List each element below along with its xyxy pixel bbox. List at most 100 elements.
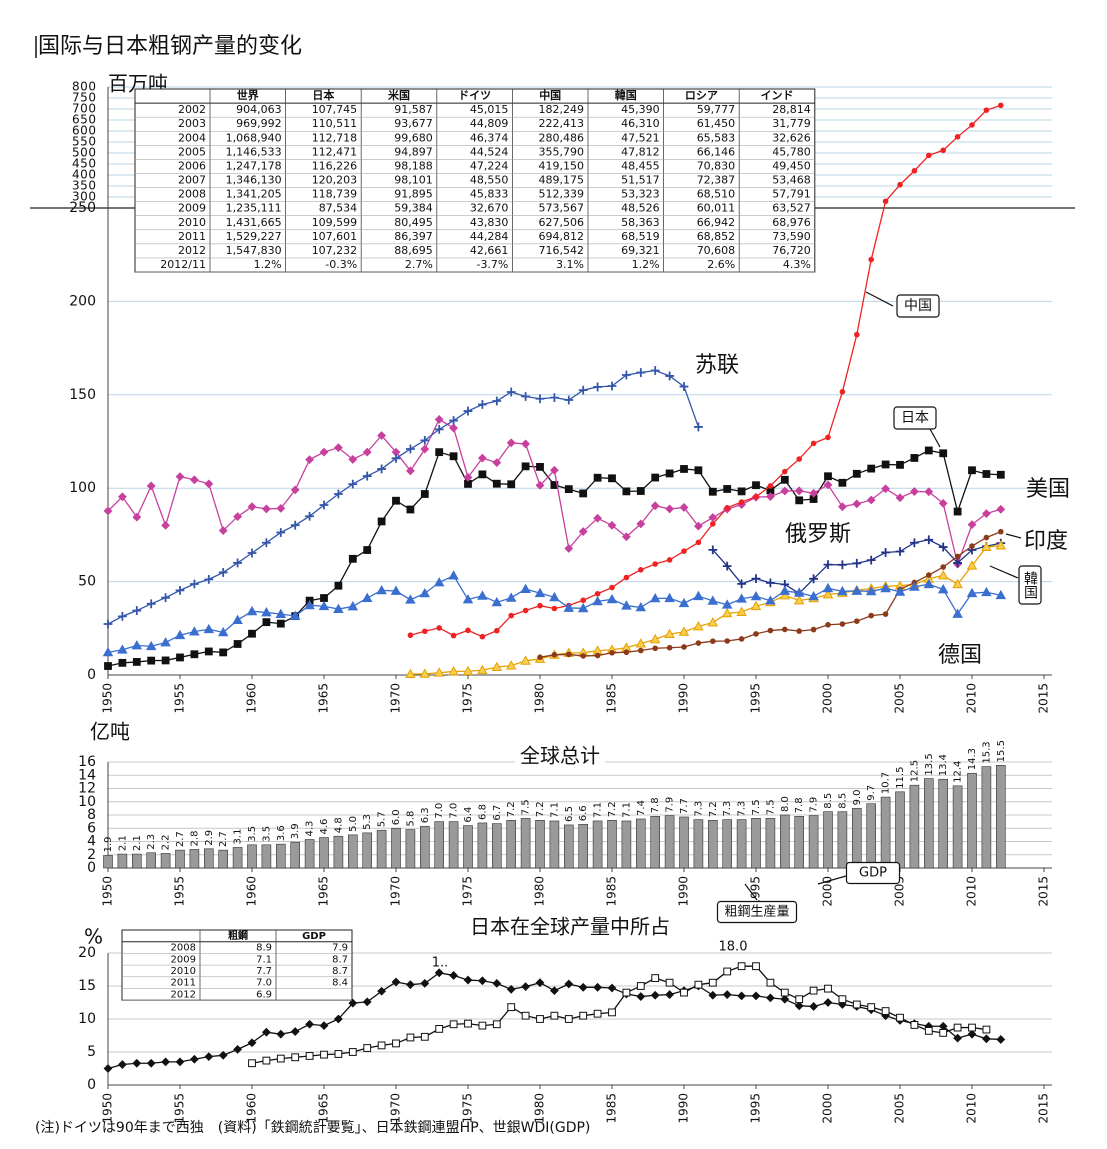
table-cell: 70,830: [697, 159, 736, 172]
table-cell: 91,895: [394, 188, 433, 201]
data-point: [881, 460, 890, 469]
data-label: 2.1: [117, 835, 128, 851]
bar: [506, 819, 517, 869]
data-point: [998, 102, 1004, 109]
x-tick-label: 1995: [749, 683, 763, 714]
data-label: 3.5: [247, 826, 258, 842]
table-cell: 43,830: [470, 216, 509, 229]
data-label: 7.5: [521, 799, 532, 815]
data-point: [406, 444, 415, 454]
data-point: [636, 982, 645, 990]
table-cell: 45,015: [470, 103, 509, 116]
data-point: [419, 668, 431, 678]
data-point: [837, 585, 848, 596]
data-label: 7.0: [449, 803, 460, 819]
table-cell: 68,976: [772, 216, 811, 229]
data-point: [563, 602, 575, 612]
data-point: [391, 447, 401, 457]
data-point: [939, 449, 948, 458]
table-cell: 66,942: [697, 216, 736, 229]
data-point: [665, 978, 674, 987]
x-tick-label: 1995: [749, 1093, 763, 1124]
bar: [736, 819, 747, 869]
data-point: [809, 574, 818, 584]
table-cell: 8.7: [332, 966, 348, 977]
data-point: [190, 475, 199, 485]
data-point: [290, 520, 300, 530]
data-point: [622, 370, 631, 380]
data-point: [348, 455, 358, 464]
data-label: 6.8: [477, 804, 488, 820]
data-point: [189, 626, 200, 636]
data-point: [391, 977, 401, 987]
table-cell: 2012: [171, 989, 196, 1000]
table-cell: 2010: [178, 216, 206, 229]
data-point: [737, 962, 746, 971]
data-point: [767, 483, 774, 489]
data-point: [926, 152, 932, 159]
data-point: [550, 393, 559, 403]
data-point: [995, 589, 1007, 600]
series-line: [410, 104, 1002, 638]
data-point: [203, 623, 215, 634]
data-label: 6.0: [391, 809, 402, 825]
data-label: 9.7: [866, 785, 877, 801]
data-label: 7.1: [593, 802, 604, 818]
data-point: [868, 612, 874, 619]
x-tick-label: 1990: [677, 683, 691, 714]
data-point: [635, 638, 647, 648]
data-point: [623, 574, 630, 581]
table-header: ドイツ: [458, 89, 491, 102]
data-point: [392, 496, 400, 505]
table-cell: 2012: [178, 244, 206, 257]
data-point: [608, 474, 616, 483]
callout-box: [716, 900, 798, 924]
table-cell: 42,661: [470, 244, 509, 257]
data-point: [638, 647, 644, 654]
data-point: [276, 1029, 286, 1039]
data-point: [940, 564, 946, 570]
data-point: [434, 968, 444, 978]
data-point: [534, 587, 546, 598]
table-cell: 58,363: [621, 216, 660, 229]
data-point: [969, 122, 975, 128]
data-point: [463, 472, 473, 482]
data-point: [190, 650, 199, 659]
data-point: [450, 632, 457, 639]
data-point: [952, 578, 963, 589]
data-point: [377, 986, 386, 996]
data-label: 7.2: [708, 801, 719, 817]
data-point: [609, 649, 615, 656]
data-label: 7.3: [737, 801, 748, 817]
data-point: [838, 502, 847, 512]
callout-leader: [865, 291, 894, 307]
table-cell: 87,534: [319, 202, 358, 215]
table-cell: 1.2%: [254, 258, 282, 271]
series-label: 日本: [901, 410, 929, 426]
x-tick-label: 1970: [389, 683, 403, 714]
y-tick-label: 20: [78, 945, 96, 961]
chart-title: 日本在全球产量中所占: [470, 915, 670, 939]
x-tick-label: 2015: [1037, 1093, 1051, 1124]
x-tick-label: 1950: [101, 876, 115, 907]
y-tick-label: 2: [87, 847, 96, 863]
data-point: [464, 1019, 472, 1028]
data-point: [333, 603, 344, 613]
data-point: [477, 590, 488, 600]
data-point: [825, 621, 831, 628]
data-point: [694, 466, 703, 475]
y-tick-label: 700: [72, 102, 96, 116]
data-point: [566, 651, 572, 658]
data-point: [420, 435, 430, 445]
table-cell: 31,779: [772, 117, 811, 130]
data-point: [419, 587, 431, 598]
data-label: 14.3: [967, 748, 978, 770]
y-tick-label: 150: [69, 387, 96, 403]
table-cell: 1,431,665: [226, 216, 282, 229]
x-tick-label: 1995: [749, 876, 763, 907]
x-tick-label: 1985: [605, 683, 619, 714]
data-point: [319, 1021, 329, 1030]
bar: [765, 818, 776, 869]
data-point: [750, 590, 762, 601]
data-point: [174, 629, 186, 640]
